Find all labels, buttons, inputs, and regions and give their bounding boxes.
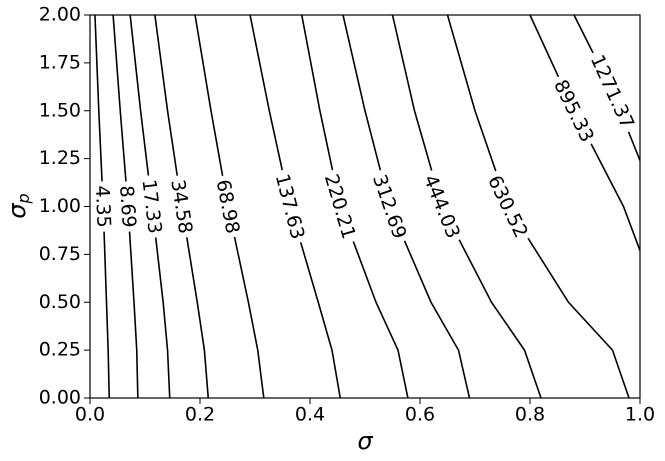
contour-line [300,15,409,398]
contour-label-bg [94,181,113,232]
contour-label-group: 68.98 [212,174,244,239]
contour-line [94,15,111,398]
contour-label: 34.58 [166,178,196,235]
contour-label: 4.35 [91,185,115,228]
contour-label: 137.63 [271,172,309,242]
x-tick-label: 0.0 [75,404,105,426]
contour-line [129,15,171,398]
y-tick-label: 0.25 [39,339,81,361]
contour-label-bg [420,168,464,245]
contour-label-group: 895.33 [549,73,598,148]
x-tick-label: 1.0 [625,404,655,426]
contour-line [249,15,342,398]
contour-label-bg [550,73,598,148]
contour-line [342,15,471,398]
contour-label: 68.98 [212,178,244,236]
x-tick-label: 0.6 [405,404,435,426]
contour-line [391,15,542,398]
contour-line [194,15,265,398]
x-tick-label: 0.4 [295,404,325,426]
contour-label: 444.03 [419,172,464,242]
contour-label-bg [322,168,359,245]
contour-label-group: 444.03 [419,168,464,245]
contour-label-bg [140,174,164,239]
contour-label-bg [370,168,410,245]
y-axis-title: σp [3,193,33,218]
contour-label-group: 137.63 [271,168,309,245]
contour-line [446,15,630,398]
y-tick-label: 1.00 [39,195,81,217]
contour-label: 8.69 [115,185,140,229]
contour-label: 312.69 [368,172,410,242]
contour-label-group: 4.35 [91,181,115,232]
contour-label-bg [214,174,242,239]
plot-area [94,15,640,398]
contour-label: 220.21 [320,172,360,242]
contour-line [112,15,139,398]
contour-label-group: 34.58 [166,174,196,239]
contour-label-bg [484,169,532,244]
contour-label-bg [587,48,638,135]
contour-label-group: 8.69 [115,180,140,233]
contour-label: 1271.37 [586,51,638,132]
contour-label-bg [273,168,308,245]
contour-label-bg [169,174,195,239]
y-tick-label: 2.00 [39,4,81,26]
contour-label-group: 312.69 [368,168,411,245]
y-tick-label: 1.75 [39,51,81,73]
x-tick-label: 0.8 [515,404,545,426]
contour-label: 895.33 [549,76,598,145]
contour-label-group: 220.21 [320,168,360,245]
y-tick-label: 0.75 [39,243,81,265]
contour-line [529,15,640,251]
contour-line [154,15,210,398]
x-tick-label: 0.2 [185,404,215,426]
y-tick-label: 0.00 [39,387,81,409]
x-axis-title: σ [357,427,373,455]
contour-label-group: 17.33 [138,174,166,239]
y-tick-label: 1.50 [39,99,81,121]
contour-label: 17.33 [138,178,166,235]
y-tick-label: 0.50 [39,291,81,313]
contour-label-group: 630.52 [483,169,532,244]
y-axis-title-sub: p [14,193,33,204]
y-axis-title-main: σ [3,203,31,219]
contour-label: 630.52 [483,172,532,241]
y-tick-label: 1.25 [39,147,81,169]
contour-label-bg [118,180,138,233]
